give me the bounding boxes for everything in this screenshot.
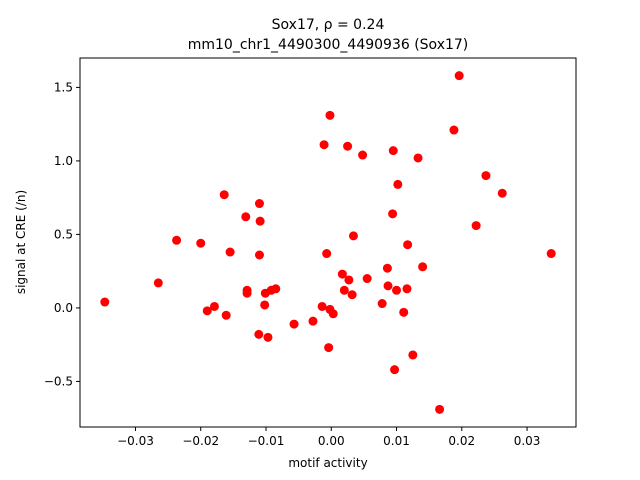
y-axis-ticks: −0.5 0.0 0.5 1.0 1.5 bbox=[44, 80, 80, 388]
x-tick-label: −0.01 bbox=[248, 434, 285, 448]
data-point bbox=[418, 262, 428, 272]
data-point bbox=[219, 190, 229, 200]
data-point bbox=[390, 365, 400, 375]
x-tick-label: 0.03 bbox=[514, 434, 541, 448]
x-axis-ticks: −0.03 −0.02 −0.01 0.00 0.01 0.02 0.03 bbox=[117, 427, 540, 448]
x-axis-label: motif activity bbox=[288, 456, 367, 470]
data-point bbox=[254, 199, 264, 209]
data-point bbox=[242, 288, 252, 298]
data-point bbox=[255, 216, 265, 226]
data-point bbox=[325, 110, 335, 120]
data-point bbox=[347, 290, 357, 300]
data-point bbox=[377, 299, 387, 309]
x-tick-label: 0.02 bbox=[448, 434, 475, 448]
data-point bbox=[289, 319, 299, 329]
data-point bbox=[324, 343, 334, 353]
data-point bbox=[263, 332, 273, 342]
data-point bbox=[413, 153, 423, 163]
data-point bbox=[454, 71, 464, 81]
x-tick-label: 0.00 bbox=[318, 434, 345, 448]
data-point bbox=[209, 301, 219, 311]
y-axis-label: signal at CRE (/n) bbox=[14, 190, 28, 294]
data-point bbox=[497, 188, 507, 198]
data-point bbox=[202, 306, 212, 316]
data-point bbox=[471, 221, 481, 231]
y-tick-label: 0.5 bbox=[54, 227, 73, 241]
x-tick-label: −0.03 bbox=[117, 434, 154, 448]
data-point bbox=[399, 307, 409, 317]
x-tick-label: −0.02 bbox=[182, 434, 219, 448]
data-point bbox=[344, 275, 354, 285]
y-tick-label: 0.0 bbox=[54, 301, 73, 315]
data-point bbox=[435, 404, 445, 414]
data-point bbox=[100, 297, 110, 307]
data-point bbox=[449, 125, 459, 135]
data-point bbox=[241, 212, 251, 222]
data-point bbox=[383, 281, 393, 291]
data-point bbox=[337, 269, 347, 279]
y-tick-label: 1.0 bbox=[54, 154, 73, 168]
data-point bbox=[343, 141, 353, 151]
data-point bbox=[382, 263, 392, 273]
data-point bbox=[358, 150, 368, 160]
data-point bbox=[328, 309, 338, 319]
data-point bbox=[308, 316, 318, 326]
data-point bbox=[271, 284, 281, 294]
data-point bbox=[153, 278, 163, 288]
data-point bbox=[402, 284, 412, 294]
data-point bbox=[388, 209, 398, 219]
data-point bbox=[319, 140, 329, 150]
data-points bbox=[100, 71, 556, 414]
data-point bbox=[260, 300, 270, 310]
data-point bbox=[403, 240, 413, 250]
data-point bbox=[221, 310, 231, 320]
data-point bbox=[254, 250, 264, 260]
data-point bbox=[196, 238, 206, 248]
data-point bbox=[481, 171, 491, 181]
x-tick-label: 0.01 bbox=[383, 434, 410, 448]
data-point bbox=[408, 350, 418, 360]
data-point bbox=[362, 274, 372, 284]
data-point bbox=[392, 285, 402, 295]
chart-title-line2: mm10_chr1_4490300_4490936 (Sox17) bbox=[188, 37, 469, 53]
data-point bbox=[172, 235, 182, 245]
y-tick-label: −0.5 bbox=[44, 374, 73, 388]
data-point bbox=[388, 146, 398, 156]
data-point bbox=[339, 285, 349, 295]
plot-frame bbox=[79, 57, 577, 428]
data-point bbox=[254, 329, 264, 339]
data-point bbox=[348, 231, 358, 241]
data-point bbox=[546, 249, 556, 259]
chart-title-line1: Sox17, ρ = 0.24 bbox=[272, 17, 385, 33]
data-point bbox=[317, 301, 327, 311]
y-tick-label: 1.5 bbox=[54, 80, 73, 94]
data-point bbox=[393, 179, 403, 189]
data-point bbox=[322, 249, 332, 259]
data-point bbox=[225, 247, 235, 257]
